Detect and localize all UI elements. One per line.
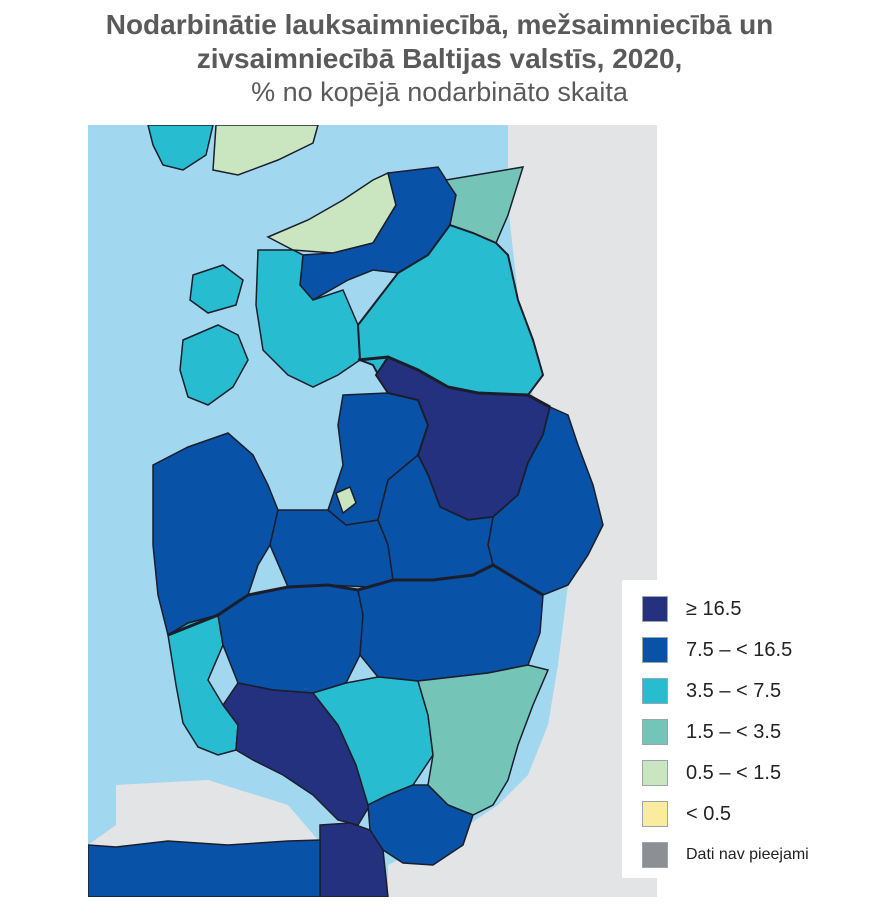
legend-label: 1.5 – < 3.5: [686, 720, 782, 743]
legend-label: ≥ 16.5: [686, 597, 742, 620]
lithuania-south-west: [222, 682, 371, 826]
finland-coast-south: [212, 125, 319, 176]
legend-label: 7.5 – < 16.5: [686, 638, 793, 661]
land-outside-east: [388, 125, 657, 897]
legend-swatch: [642, 596, 668, 622]
baltic-map: [88, 125, 657, 897]
legend-swatch: [642, 760, 668, 786]
legend-item-1-5-3-5: 1.5 – < 3.5: [642, 719, 858, 745]
legend-item-no-data: Dati nav pieejami: [642, 842, 858, 868]
gulf-of-riga-patch: [335, 486, 357, 515]
baltic-map-svg: [88, 125, 657, 897]
legend-label: 0.5 – < 1.5: [686, 761, 782, 784]
legend-swatch: [642, 637, 668, 663]
map-legend: ≥ 16.5 7.5 – < 16.5 3.5 – < 7.5 1.5 – < …: [622, 580, 858, 878]
legend-swatch: [642, 719, 668, 745]
legend-label: Dati nav pieejami: [686, 846, 809, 863]
legend-swatch: [642, 842, 668, 868]
legend-item-lt-0-5: < 0.5: [642, 801, 858, 827]
legend-label: < 0.5: [686, 802, 732, 825]
legend-swatch: [642, 678, 668, 704]
border-latvia-lithuania: [167, 563, 544, 637]
island-saaremaa: [179, 324, 249, 406]
poland-north: [88, 839, 321, 897]
border-estonia-latvia: [357, 355, 551, 409]
latvia-south: [377, 453, 494, 581]
lithuania-east: [417, 664, 550, 816]
finland-coast: [147, 125, 214, 171]
legend-item-ge-16-5: ≥ 16.5: [642, 596, 858, 622]
legend-swatch: [642, 801, 668, 827]
map-title-line-1: Nodarbinātie lauksaimniecībā, mežsaimnie…: [105, 9, 774, 40]
lithuania-central: [311, 676, 434, 807]
legend-item-0-5-1-5: 0.5 – < 1.5: [642, 760, 858, 786]
latvia-west: [152, 432, 279, 637]
island-hiiumaa: [189, 264, 244, 314]
map-subtitle: % no kopējā nodarbināto skaita: [251, 77, 628, 107]
poland-north-east: [319, 822, 389, 897]
map-title-block: Nodarbinātie lauksaimniecībā, mežsaimnie…: [0, 8, 879, 108]
legend-item-3-5-7-5: 3.5 – < 7.5: [642, 678, 858, 704]
legend-label: 3.5 – < 7.5: [686, 679, 782, 702]
map-title-line-2: zivsaimniecībā Baltijas valstīs, 2020,: [196, 43, 683, 74]
latvia-riga-region: [269, 509, 394, 588]
legend-item-7-5-16-5: 7.5 – < 16.5: [642, 637, 858, 663]
